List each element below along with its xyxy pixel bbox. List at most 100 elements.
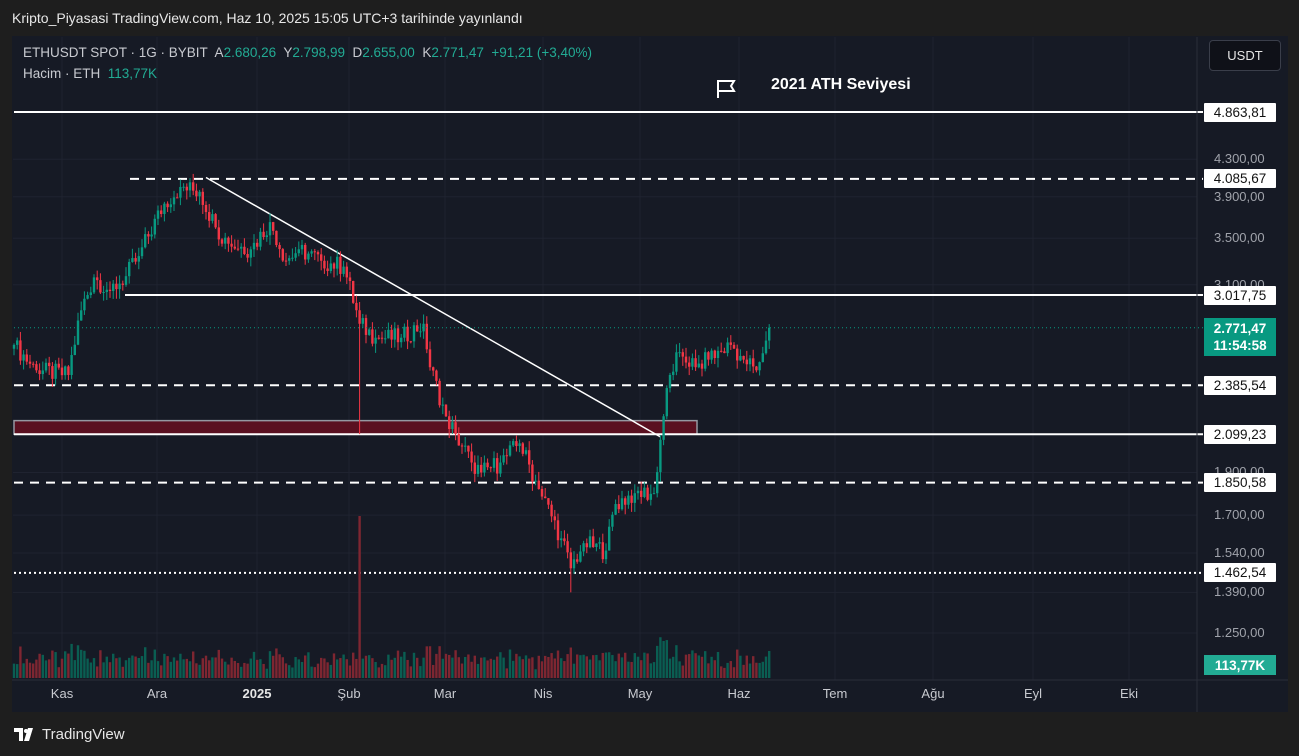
- volume-bar: [64, 651, 67, 678]
- candle-body: [620, 498, 624, 510]
- candle-body: [704, 352, 707, 369]
- volume-bar: [694, 653, 697, 678]
- candle-body: [192, 182, 195, 191]
- volume-bar: [691, 650, 694, 678]
- price-tick: 4.300,00: [1214, 151, 1265, 167]
- candle-body: [160, 210, 163, 215]
- candle-body: [208, 212, 211, 221]
- volume-bar: [528, 658, 531, 678]
- volume-bar: [444, 653, 448, 678]
- volume-bar: [560, 658, 563, 678]
- volume-bar: [518, 656, 521, 678]
- candle-body: [233, 246, 236, 249]
- candle-body: [550, 504, 553, 517]
- volume-bar: [451, 657, 454, 678]
- volume-bar: [716, 651, 720, 678]
- volume-bar: [70, 643, 73, 678]
- candle-body: [329, 263, 332, 272]
- volume-bar: [214, 657, 217, 678]
- candle-body: [57, 363, 60, 368]
- ath-annotation: 2021 ATH Seviyesi: [771, 76, 911, 93]
- volume-bar: [550, 653, 553, 678]
- candle-body: [748, 358, 752, 365]
- volume-bar: [393, 657, 396, 678]
- candle-body: [217, 227, 220, 240]
- candle-body: [416, 325, 419, 332]
- volume-bar: [684, 654, 688, 678]
- volume-bar: [531, 657, 534, 678]
- candle-body: [268, 222, 272, 236]
- volume-bar: [288, 665, 291, 678]
- candle-body: [432, 367, 435, 371]
- candle-body: [438, 380, 441, 406]
- candle-body: [672, 371, 675, 375]
- volume-bar: [713, 660, 716, 678]
- volume-bar: [675, 645, 678, 678]
- volume-bar: [576, 654, 579, 678]
- volume-bar: [361, 658, 364, 678]
- candle-body: [348, 277, 352, 281]
- volume-bar: [211, 657, 214, 678]
- volume-bar: [588, 659, 592, 678]
- time-tick: Tem: [822, 686, 848, 701]
- volume-bar: [652, 662, 656, 678]
- time-tick: May: [627, 686, 653, 701]
- volume-bar: [556, 650, 560, 678]
- volume-bar: [688, 654, 691, 678]
- candle-body: [211, 214, 214, 221]
- volume-bar: [585, 656, 588, 678]
- candle-body: [764, 340, 768, 354]
- candle-body: [768, 327, 771, 341]
- currency-button[interactable]: USDT: [1209, 40, 1281, 71]
- volume-bar: [102, 662, 105, 678]
- candle-body: [560, 538, 563, 541]
- candle-body: [22, 354, 25, 361]
- candle-body: [243, 246, 246, 255]
- volume-bar: [492, 659, 496, 678]
- candle-body: [665, 388, 668, 417]
- candle-body: [281, 249, 284, 261]
- candle-body: [380, 337, 384, 339]
- volume-bar: [758, 662, 761, 678]
- time-tick: Ara: [146, 686, 168, 701]
- last-price: 2.771,47: [1213, 321, 1267, 336]
- candle-body: [326, 268, 329, 272]
- candle-body: [227, 237, 230, 244]
- candle-body: [521, 443, 524, 454]
- candle-body: [102, 292, 105, 294]
- volume-bar: [352, 652, 355, 678]
- candle-body: [249, 249, 252, 258]
- volume-bar: [438, 646, 441, 678]
- volume-bar: [185, 658, 188, 678]
- candle-body: [393, 328, 396, 340]
- candle-body: [707, 352, 710, 360]
- volume-bar: [76, 645, 80, 678]
- candle-body: [470, 451, 473, 463]
- volume-bar: [358, 516, 361, 678]
- volume-bar: [377, 667, 380, 678]
- volume-bar: [160, 665, 163, 678]
- candle-body: [489, 467, 492, 469]
- candle-body: [16, 340, 19, 345]
- volume-bar: [188, 661, 192, 678]
- volume-bar: [329, 664, 332, 678]
- candle-body: [153, 218, 156, 235]
- candle-body: [105, 289, 108, 293]
- candle-body: [563, 538, 566, 542]
- volume-bar: [60, 658, 64, 678]
- volume-bar: [406, 659, 409, 678]
- supply-zone: [13, 419, 698, 435]
- volume-bar: [249, 658, 252, 678]
- last-volume-label: 113,77K: [1204, 655, 1276, 675]
- candle-body: [630, 495, 633, 503]
- candle-body: [150, 234, 153, 237]
- candle-body: [32, 363, 35, 365]
- symbol[interactable]: ETHUSDT SPOT · 1G · BYBIT: [23, 45, 208, 60]
- level-price-label: 4.085,67: [1204, 169, 1276, 189]
- candle-body: [118, 283, 121, 290]
- chart-panel[interactable]: [12, 36, 1288, 712]
- volume-bar: [681, 665, 684, 678]
- tradingview-logo[interactable]: TradingView: [14, 726, 125, 743]
- volume-bar: [668, 658, 672, 678]
